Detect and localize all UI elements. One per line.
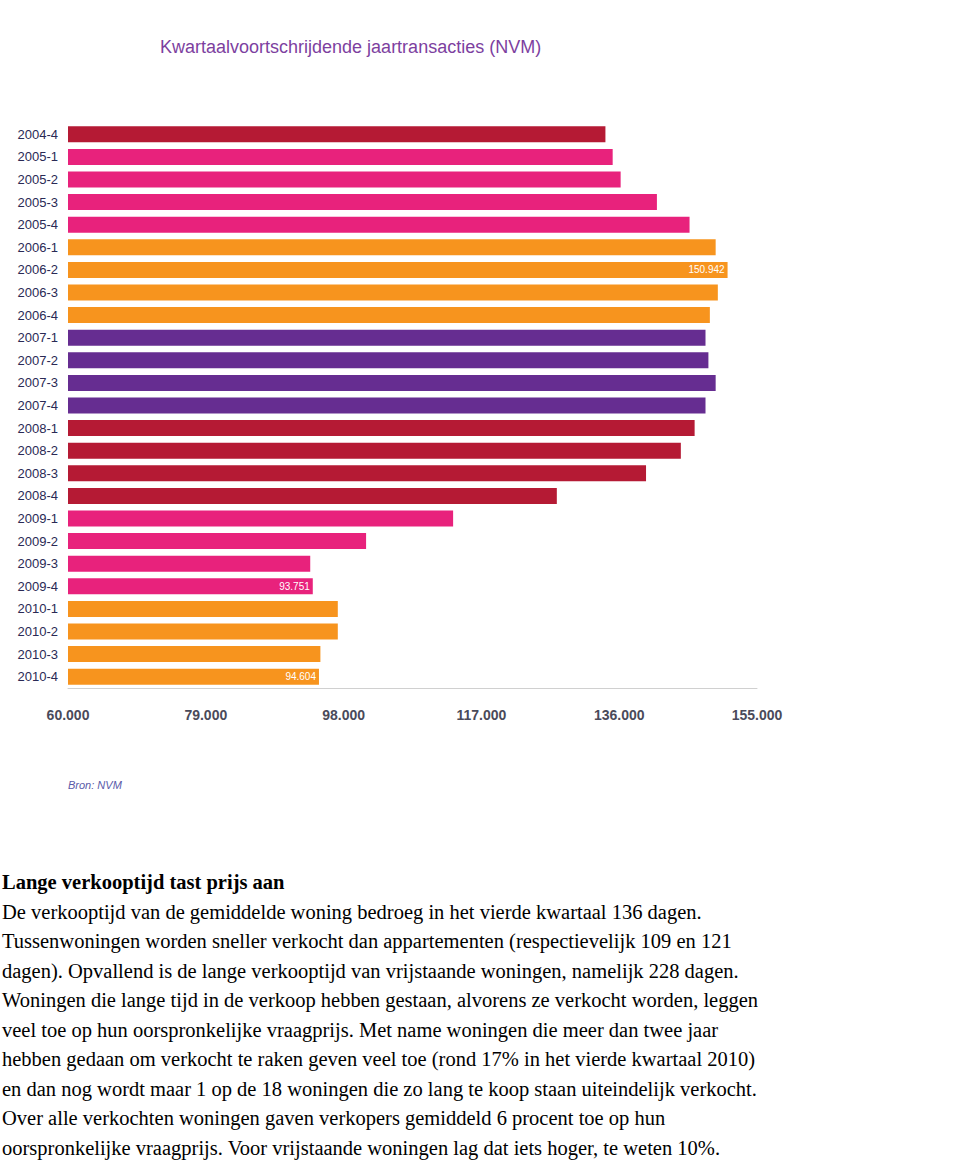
html-text:Lange verkooptijd tast prijs a: Lange verkooptijd tast prijs aan (2, 871, 285, 893)
svg-text:2010-1: 2010-1 (18, 601, 58, 616)
svg-text:98.000: 98.000 (322, 707, 365, 723)
svg-text:2008-4: 2008-4 (18, 488, 58, 503)
svg-text:2005-4: 2005-4 (18, 217, 58, 232)
svg-text:2009-2: 2009-2 (18, 534, 58, 549)
svg-text:2008-3: 2008-3 (18, 466, 58, 481)
svg-text:2004-4: 2004-4 (18, 127, 58, 142)
html-text:dagen). Opvallend is de lange: dagen). Opvallend is de lange verkooptij… (2, 959, 739, 982)
svg-text:2007-1: 2007-1 (18, 330, 58, 345)
svg-text:155.000: 155.000 (732, 707, 783, 723)
svg-text:117.000: 117.000 (456, 707, 506, 723)
svg-text:2007-2: 2007-2 (18, 353, 58, 368)
svg-text:150.942: 150.942 (688, 264, 725, 275)
svg-text:79.000: 79.000 (184, 707, 227, 723)
svg-text:2010-3: 2010-3 (18, 647, 58, 662)
svg-text:2006-3: 2006-3 (18, 285, 58, 300)
html-text:veel toe op hun oorspronkelijk: veel toe op hun oorspronkelijke vraagpri… (2, 1018, 719, 1041)
svg-text:2007-4: 2007-4 (18, 398, 58, 413)
svg-text:2006-1: 2006-1 (18, 240, 58, 255)
svg-text:Kwartaalvoortschrijdende jaart: Kwartaalvoortschrijdende jaartransacties… (160, 37, 541, 57)
svg-text:60.000: 60.000 (47, 707, 90, 723)
svg-text:Bron: NVM: Bron: NVM (68, 779, 123, 791)
svg-text:2009-4: 2009-4 (18, 579, 58, 594)
svg-text:2005-3: 2005-3 (18, 195, 58, 210)
svg-text:2006-2: 2006-2 (18, 262, 58, 277)
svg-text:136.000: 136.000 (594, 707, 645, 723)
svg-text:2010-2: 2010-2 (18, 624, 58, 639)
svg-text:2005-1: 2005-1 (18, 149, 58, 164)
svg-text:2008-2: 2008-2 (18, 443, 58, 458)
svg-text:2005-2: 2005-2 (18, 172, 58, 187)
html-text:De verkooptijd van de gemiddel: De verkooptijd van de gemiddelde woning … (2, 900, 702, 923)
svg-text:2009-3: 2009-3 (18, 556, 58, 571)
html-text:oorspronkelijke vraagprijs. Vo: oorspronkelijke vraagprijs. Voor vrijsta… (2, 1136, 720, 1159)
html-text:Tussenwoningen worden sneller: Tussenwoningen worden sneller verkocht d… (2, 930, 732, 952)
svg-text:2006-4: 2006-4 (18, 308, 58, 323)
html-text:Woningen die lange tijd in de: Woningen die lange tijd in de verkoop he… (2, 989, 758, 1011)
html-text:Over alle verkochten woningen: Over alle verkochten woningen gaven verk… (2, 1107, 666, 1129)
svg-text:93.751: 93.751 (279, 581, 310, 592)
svg-text:94.604: 94.604 (285, 671, 316, 682)
html-text:en dan nog wordt maar 1 op de: en dan nog wordt maar 1 op de 18 woninge… (2, 1077, 757, 1100)
svg-text:2007-3: 2007-3 (18, 375, 58, 390)
html-text:hebben gedaan om verkocht te r: hebben gedaan om verkocht te raken geven… (2, 1048, 756, 1070)
svg-text:2010-4: 2010-4 (18, 669, 58, 684)
svg-text:2009-1: 2009-1 (18, 511, 58, 526)
svg-text:2008-1: 2008-1 (18, 421, 58, 436)
